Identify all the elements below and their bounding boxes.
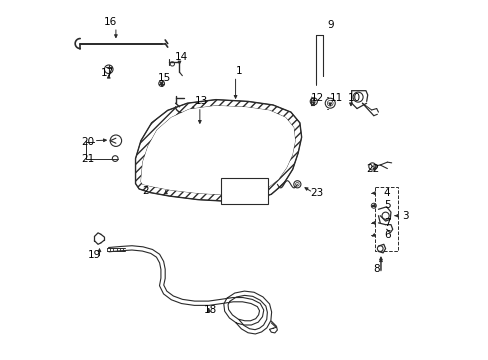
- Text: 20: 20: [81, 138, 94, 148]
- Text: 11: 11: [329, 93, 343, 103]
- Text: 13: 13: [194, 96, 207, 107]
- Text: 21: 21: [81, 154, 94, 163]
- Text: 9: 9: [326, 19, 333, 30]
- Circle shape: [230, 182, 233, 185]
- Circle shape: [295, 183, 299, 186]
- Text: 4: 4: [383, 188, 389, 198]
- Text: 14: 14: [175, 52, 188, 62]
- Text: 15: 15: [157, 73, 171, 83]
- Text: 8: 8: [372, 264, 379, 274]
- Circle shape: [224, 182, 227, 185]
- Text: 5: 5: [383, 200, 389, 210]
- Circle shape: [309, 98, 317, 105]
- Text: 22: 22: [365, 164, 378, 174]
- Text: 23: 23: [310, 188, 323, 198]
- Circle shape: [104, 65, 113, 73]
- Text: 2: 2: [142, 186, 149, 196]
- Text: 12: 12: [310, 93, 323, 103]
- Text: 1: 1: [235, 66, 242, 76]
- Circle shape: [377, 246, 382, 251]
- Bar: [221, 178, 267, 204]
- Text: 19: 19: [88, 250, 101, 260]
- Bar: [374, 187, 397, 251]
- Circle shape: [243, 182, 245, 185]
- Text: 7: 7: [383, 218, 389, 228]
- Text: 17: 17: [101, 68, 114, 78]
- Text: 18: 18: [203, 305, 216, 315]
- Text: 10: 10: [347, 93, 361, 103]
- Text: 3: 3: [401, 211, 407, 221]
- Circle shape: [293, 181, 300, 188]
- Circle shape: [112, 156, 118, 161]
- Circle shape: [248, 182, 251, 185]
- Text: 6: 6: [383, 230, 389, 240]
- Circle shape: [381, 212, 388, 219]
- Circle shape: [255, 182, 258, 185]
- Circle shape: [170, 62, 174, 66]
- Text: 16: 16: [103, 17, 117, 27]
- Circle shape: [325, 98, 335, 108]
- Circle shape: [326, 100, 332, 106]
- Circle shape: [370, 203, 376, 208]
- Circle shape: [368, 163, 375, 170]
- Circle shape: [159, 81, 164, 86]
- Circle shape: [110, 135, 122, 147]
- Circle shape: [236, 182, 239, 185]
- Circle shape: [352, 92, 363, 102]
- Polygon shape: [141, 106, 295, 195]
